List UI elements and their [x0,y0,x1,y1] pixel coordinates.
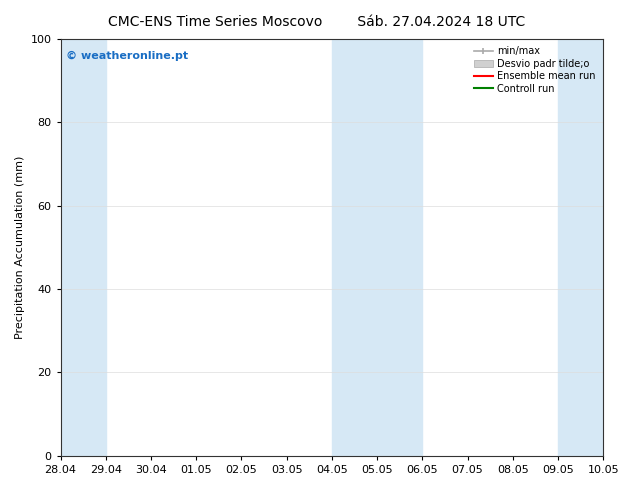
Legend: min/max, Desvio padr tilde;o, Ensemble mean run, Controll run: min/max, Desvio padr tilde;o, Ensemble m… [470,44,598,97]
Text: CMC-ENS Time Series Moscovo        Sáb. 27.04.2024 18 UTC: CMC-ENS Time Series Moscovo Sáb. 27.04.2… [108,15,526,29]
Y-axis label: Precipitation Accumulation (mm): Precipitation Accumulation (mm) [15,156,25,339]
Bar [332,39,422,456]
Bar [558,39,603,456]
Text: © weatheronline.pt: © weatheronline.pt [66,51,188,61]
Bar [61,39,106,456]
